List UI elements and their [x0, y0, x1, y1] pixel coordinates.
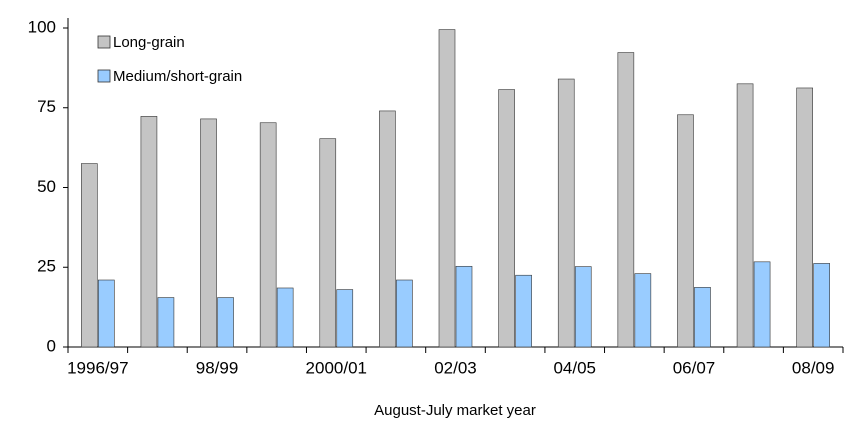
legend-label: Medium/short-grain [113, 68, 242, 85]
bar [379, 110, 396, 348]
legend-swatch [97, 69, 111, 83]
x-tick-label: 06/07 [673, 358, 716, 377]
legend-swatch [97, 35, 111, 49]
bar [396, 279, 413, 348]
bar [736, 83, 754, 348]
x-tick-label: 98/99 [196, 358, 239, 377]
y-tick-label: 75 [37, 97, 56, 116]
bar [276, 287, 294, 348]
bar [634, 273, 652, 348]
bar [515, 274, 532, 348]
y-tick-label: 25 [37, 257, 56, 276]
x-tick-label: 02/03 [434, 358, 477, 377]
bar [557, 78, 575, 348]
x-axis-label: August-July market year [374, 402, 536, 419]
bar [438, 29, 456, 348]
bar [140, 116, 158, 348]
bar [217, 297, 234, 348]
x-tick-label: 1996/97 [67, 358, 128, 377]
bar [200, 118, 217, 348]
bar [455, 265, 473, 348]
x-tick-label: 08/09 [792, 358, 835, 377]
bar [319, 138, 337, 348]
y-tick-label: 50 [37, 177, 56, 196]
x-tick-label: 2000/01 [306, 358, 367, 377]
bar [796, 87, 813, 348]
bar [617, 52, 635, 348]
bar [98, 279, 115, 348]
bar [813, 263, 830, 348]
y-tick-label: 0 [47, 336, 56, 355]
bar [498, 89, 515, 348]
y-tick-label: 100 [28, 17, 56, 36]
bar [677, 114, 694, 348]
x-tick-label: 04/05 [553, 358, 596, 377]
bar [259, 122, 277, 348]
bar [336, 289, 354, 348]
bar [694, 287, 711, 348]
bar [81, 163, 98, 348]
legend-label: Long-grain [113, 34, 185, 51]
bar [574, 266, 592, 348]
bar [157, 297, 175, 348]
bar [753, 261, 771, 348]
